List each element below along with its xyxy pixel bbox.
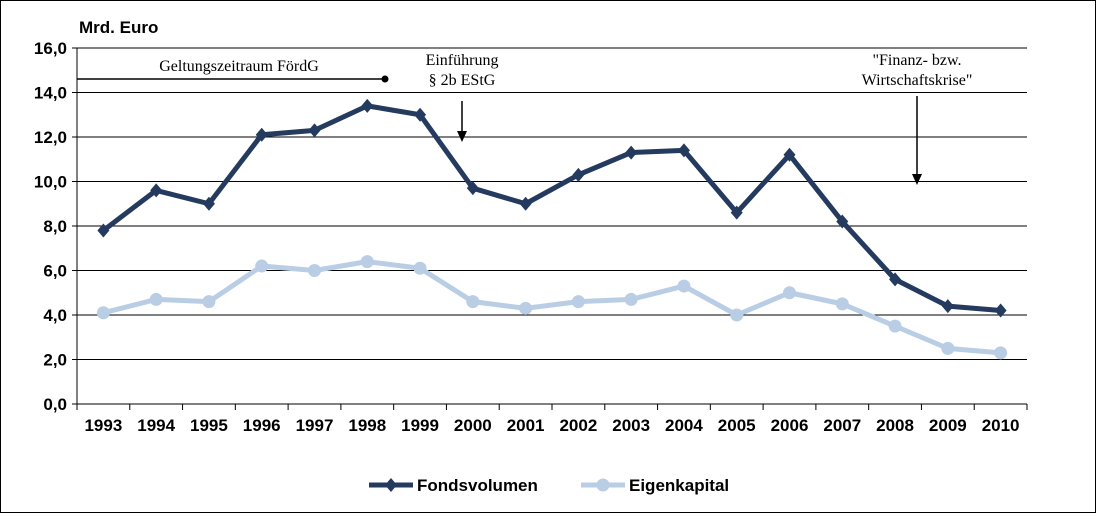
data-point-fondsvolumen [202, 196, 215, 211]
data-point-fondsvolumen [97, 223, 110, 238]
data-point-eigenkapital [783, 286, 796, 300]
period-label: Geltungszeitraum FördG [159, 58, 319, 75]
unit-label: Mrd. Euro [79, 18, 158, 37]
data-point-eigenkapital [677, 279, 691, 293]
data-point-eigenkapital [519, 301, 533, 315]
legend-marker-eigenkapital [596, 478, 610, 492]
data-point-eigenkapital [941, 341, 955, 355]
data-point-fondsvolumen [466, 181, 479, 196]
data-point-fondsvolumen [308, 123, 321, 138]
data-point-fondsvolumen [361, 98, 374, 113]
krise-label-line1: "Finanz- bzw. [872, 52, 961, 69]
x-tick-label: 1993 [84, 416, 122, 435]
y-tick-label: 2,0 [43, 351, 67, 370]
data-point-eigenkapital [255, 259, 269, 273]
x-tick-label: 2005 [718, 416, 756, 435]
data-point-eigenkapital [835, 297, 849, 311]
x-tick-label: 1994 [137, 416, 175, 435]
y-tick-label: 16,0 [34, 39, 67, 58]
data-point-eigenkapital [96, 306, 110, 320]
data-point-fondsvolumen [836, 214, 849, 229]
data-point-fondsvolumen [889, 272, 902, 287]
data-point-fondsvolumen [677, 143, 690, 158]
y-tick-label: 4,0 [43, 306, 67, 325]
data-point-eigenkapital [202, 295, 216, 309]
data-point-eigenkapital [994, 346, 1008, 360]
x-tick-label: 2002 [559, 416, 597, 435]
period-end-marker [381, 75, 389, 83]
data-point-eigenkapital [466, 295, 480, 309]
x-tick-label: 2006 [771, 416, 809, 435]
data-point-eigenkapital [571, 295, 585, 309]
krise-arrow-head [912, 174, 922, 185]
series-line-eigenkapital [102, 259, 1001, 356]
krise-label-line2: Wirtschaftskrise" [862, 72, 973, 89]
grid-lines [77, 47, 1027, 360]
series-group [96, 98, 1008, 360]
x-axis: 1993 1994 1995 1996 1997 1998 1999 2000 2001 2002… [76, 403, 1028, 435]
y-tick-label: 12,0 [34, 128, 67, 147]
y-tick-label: 6,0 [43, 262, 67, 281]
x-tick-label: 2007 [823, 416, 861, 435]
data-point-eigenkapital [624, 292, 638, 306]
data-point-fondsvolumen [150, 183, 163, 198]
data-point-eigenkapital [308, 264, 321, 277]
y-tick-label: 0,0 [43, 395, 67, 414]
data-point-eigenkapital [360, 255, 374, 269]
x-tick-label: 2001 [507, 416, 545, 435]
x-tick-label: 2008 [876, 416, 914, 435]
data-point-eigenkapital [413, 261, 427, 275]
data-point-fondsvolumen [625, 145, 638, 160]
x-tick-label: 1995 [190, 416, 228, 435]
einfuehrung-arrow-head [457, 131, 467, 142]
x-tick-label: 1996 [243, 416, 281, 435]
y-tick-label: 10,0 [34, 173, 67, 192]
einfuehrung-label-line2: § 2b EStG [429, 72, 496, 89]
x-tick-label: 2004 [665, 416, 703, 435]
series-line-fondsvolumen [101, 103, 1001, 314]
legend-label-fondsvolumen: Fondsvolumen [417, 476, 538, 495]
x-tick-label: 2010 [982, 416, 1020, 435]
data-point-eigenkapital [730, 308, 744, 322]
data-point-fondsvolumen [255, 127, 268, 142]
y-tick-label: 14,0 [34, 84, 67, 103]
data-point-fondsvolumen [730, 205, 743, 220]
legend: Fondsvolumen Eigenkapital [369, 476, 729, 495]
y-tick-label: 8,0 [43, 217, 67, 236]
x-tick-label: 2009 [929, 416, 967, 435]
data-point-fondsvolumen [941, 299, 954, 314]
data-point-eigenkapital [888, 319, 902, 333]
x-tick-label: 1998 [348, 416, 386, 435]
annotations: Geltungszeitraum FördG Einführung § 2b E… [77, 52, 972, 185]
x-tick-label: 1997 [296, 416, 334, 435]
data-point-fondsvolumen [519, 196, 532, 211]
legend-label-eigenkapital: Eigenkapital [629, 476, 729, 495]
data-point-fondsvolumen [783, 147, 796, 162]
x-tick-label: 1999 [401, 416, 439, 435]
data-point-fondsvolumen [414, 107, 427, 122]
data-point-eigenkapital [149, 292, 163, 306]
data-point-fondsvolumen [994, 303, 1007, 318]
einfuehrung-label-line1: Einführung [426, 52, 499, 69]
legend-marker-fondsvolumen [385, 478, 397, 492]
data-point-fondsvolumen [572, 167, 585, 182]
x-tick-label: 2000 [454, 416, 492, 435]
x-tick-label: 2003 [612, 416, 650, 435]
y-axis-ticks: 0,0 2,0 4,0 6,0 8,0 10,0 12,0 14,0 16,0 [34, 39, 78, 414]
